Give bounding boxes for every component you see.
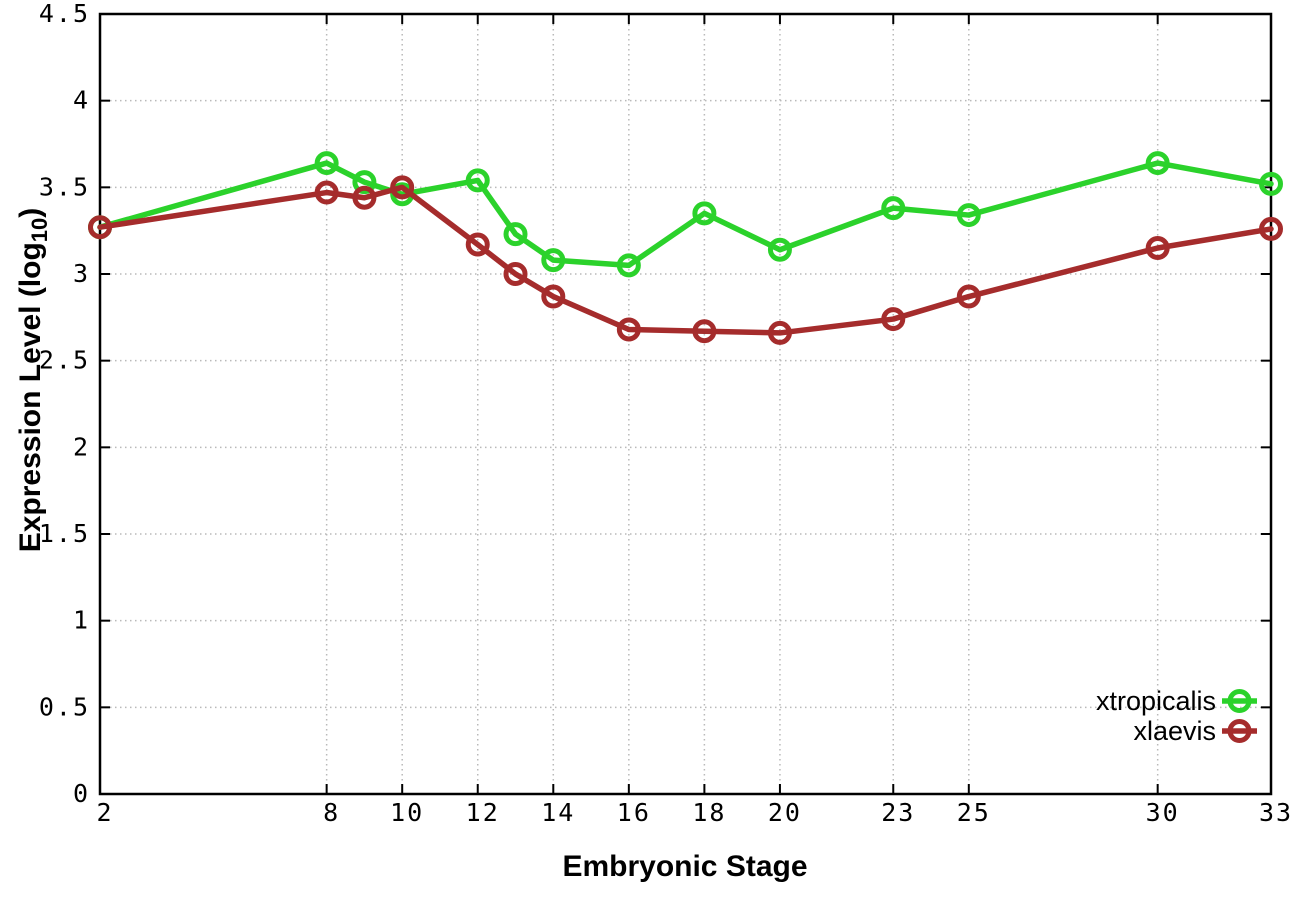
series-xtropicalis-marker [503,222,528,247]
x-tick-label: 20 [768,798,802,827]
y-tick-label: 2 [73,432,90,461]
series-xtropicalis-marker [465,168,490,193]
y-tick-label: 3 [73,259,90,288]
x-tick-label: 18 [692,798,726,827]
legend-entry-xtropicalis: xtropicalis [1096,686,1257,716]
x-axis-title: Embryonic Stage [562,850,808,883]
x-tick-label: 30 [1146,798,1180,827]
y-tick-label: 4.5 [39,0,90,28]
gridlines [99,13,1272,795]
series-xlaevis-marker [881,307,906,332]
series-xtropicalis-marker [1259,171,1283,196]
series-xtropicalis-marker [1145,151,1170,176]
y-tick-label: 0 [73,779,90,808]
x-tick-label: 8 [323,798,340,827]
series-xlaevis-marker [314,180,339,205]
series-xtropicalis-marker [616,253,641,278]
series-xlaevis-marker [390,175,415,200]
series-xlaevis-marker [352,185,377,210]
legend-sample-marker [1227,689,1252,713]
series-xlaevis-marker [541,284,566,309]
legend-label: xlaevis [1133,716,1216,746]
x-tick-label: 2 [96,798,113,827]
y-tick-label: 2.5 [39,346,90,375]
series-xtropicalis-line [97,160,1274,269]
x-tick-label: 10 [390,798,424,827]
y-tick-label: 0.5 [39,692,90,721]
legend-sample-marker [1227,719,1252,743]
series-xlaevis-marker [616,317,641,342]
x-tick-label: 14 [541,798,575,827]
y-tick-label: 3.5 [39,172,90,201]
series-xtropicalis-marker [692,201,717,226]
series-xlaevis-marker [1145,236,1170,260]
x-tick-label: 23 [881,798,915,827]
legend-label: xtropicalis [1096,686,1216,716]
y-tick-label: 1 [73,606,90,635]
y-axis-title-pre: Expression Level (log [14,242,47,553]
x-tick-label: 12 [466,798,500,827]
series-xtropicalis-marker [541,248,566,273]
series-xlaevis-marker [465,232,490,257]
series-xlaevis-line [97,184,1274,336]
x-tick-label: 33 [1259,798,1293,827]
y-tick-label: 4 [73,86,90,115]
plot-border [98,12,1273,796]
series-xlaevis-marker [1259,216,1283,241]
series-xtropicalis-marker [881,196,906,221]
tick-marks [99,13,1272,795]
legend-entry-xlaevis: xlaevis [1133,716,1257,746]
series-xlaevis-marker [503,262,528,286]
series-xtropicalis-marker [352,170,377,195]
series-xlaevis-marker [692,319,717,344]
series-xlaevis-marker [88,215,112,240]
y-axis-title: Expression Level (log10) [14,130,54,630]
x-tick-label: 16 [617,798,651,827]
x-tick-label: 25 [957,798,991,827]
series-xlaevis-marker [767,320,792,345]
y-axis-title-sub: 10 [27,217,52,243]
series-xtropicalis-marker [767,237,792,262]
series-xlaevis-marker [956,284,981,309]
y-axis-title-post: ) [14,207,47,218]
series-xtropicalis-marker [314,151,339,176]
series-xtropicalis-marker [956,203,981,228]
y-tick-label: 1.5 [39,519,90,548]
